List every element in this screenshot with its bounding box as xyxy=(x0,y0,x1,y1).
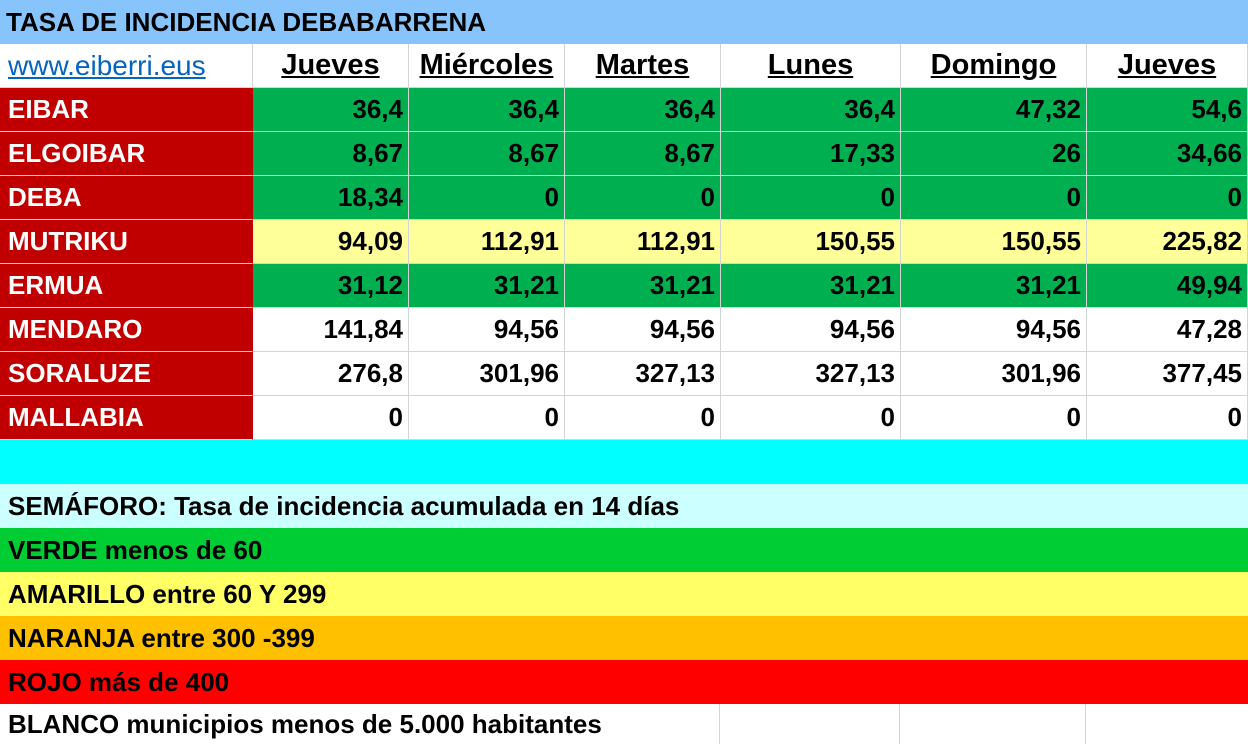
rate-cell: 8,67 xyxy=(409,132,565,176)
table-row: MALLABIA 0 0 0 0 0 0 xyxy=(0,396,1248,440)
legend-blanco-text: BLANCO municipios menos de 5.000 habitan… xyxy=(8,708,602,739)
rate-cell: 112,91 xyxy=(409,220,565,264)
municipality-name: EIBAR xyxy=(0,88,253,132)
table-row: ERMUA 31,12 31,21 31,21 31,21 31,21 49,9… xyxy=(0,264,1248,308)
rate-cell: 94,56 xyxy=(901,308,1087,352)
rate-cell: 8,67 xyxy=(253,132,409,176)
rate-cell: 31,21 xyxy=(901,264,1087,308)
table-row: SORALUZE 276,8 301,96 327,13 327,13 301,… xyxy=(0,352,1248,396)
legend-blanco-cell: BLANCO municipios menos de 5.000 habitan… xyxy=(0,704,720,744)
municipality-name: ERMUA xyxy=(0,264,253,308)
municipality-name: DEBA xyxy=(0,176,253,220)
table-row: EIBAR 36,4 36,4 36,4 36,4 47,32 54,6 xyxy=(0,88,1248,132)
rate-cell: 94,56 xyxy=(565,308,721,352)
table-row: MUTRIKU 94,09 112,91 112,91 150,55 150,5… xyxy=(0,220,1248,264)
legend-verde: VERDE menos de 60 xyxy=(0,528,1248,572)
municipality-name: MALLABIA xyxy=(0,396,253,440)
municipality-name: MENDARO xyxy=(0,308,253,352)
table-row: ELGOIBAR 8,67 8,67 8,67 17,33 26 34,66 xyxy=(0,132,1248,176)
legend-amarillo-text: AMARILLO entre 60 Y 299 xyxy=(8,579,327,609)
empty-cell xyxy=(1086,704,1248,744)
legend-rojo-text: ROJO más de 400 xyxy=(8,667,230,697)
legend-rojo: ROJO más de 400 xyxy=(0,660,1248,704)
legend-amarillo: AMARILLO entre 60 Y 299 xyxy=(0,572,1248,616)
rate-cell: 0 xyxy=(1087,396,1248,440)
day-header: Jueves xyxy=(1087,44,1248,88)
rate-cell: 31,21 xyxy=(409,264,565,308)
separator-row xyxy=(0,440,1248,484)
rate-cell: 94,56 xyxy=(409,308,565,352)
rate-cell: 0 xyxy=(901,176,1087,220)
rate-cell: 112,91 xyxy=(565,220,721,264)
rate-cell: 47,28 xyxy=(1087,308,1248,352)
rate-cell: 26 xyxy=(901,132,1087,176)
rate-cell: 36,4 xyxy=(721,88,901,132)
rate-cell: 0 xyxy=(1087,176,1248,220)
sheet-title: TASA DE INCIDENCIA DEBABARRENA xyxy=(6,7,487,37)
rate-cell: 17,33 xyxy=(721,132,901,176)
rate-cell: 36,4 xyxy=(409,88,565,132)
rate-cell: 377,45 xyxy=(1087,352,1248,396)
rate-cell: 0 xyxy=(901,396,1087,440)
rate-cell: 301,96 xyxy=(901,352,1087,396)
table-row: DEBA 18,34 0 0 0 0 0 xyxy=(0,176,1248,220)
rate-cell: 276,8 xyxy=(253,352,409,396)
rate-cell: 94,09 xyxy=(253,220,409,264)
rate-cell: 0 xyxy=(253,396,409,440)
rate-cell: 225,82 xyxy=(1087,220,1248,264)
legend-naranja: NARANJA entre 300 -399 xyxy=(0,616,1248,660)
rate-cell: 327,13 xyxy=(565,352,721,396)
rate-cell: 0 xyxy=(565,176,721,220)
rate-cell: 0 xyxy=(565,396,721,440)
rate-cell: 54,6 xyxy=(1087,88,1248,132)
table-row: MENDARO 141,84 94,56 94,56 94,56 94,56 4… xyxy=(0,308,1248,352)
rate-cell: 8,67 xyxy=(565,132,721,176)
rate-cell: 327,13 xyxy=(721,352,901,396)
rate-cell: 31,21 xyxy=(565,264,721,308)
rate-cell: 34,66 xyxy=(1087,132,1248,176)
rate-cell: 141,84 xyxy=(253,308,409,352)
rate-cell: 0 xyxy=(409,176,565,220)
rate-cell: 94,56 xyxy=(721,308,901,352)
day-header: Miércoles xyxy=(409,44,565,88)
rate-cell: 36,4 xyxy=(253,88,409,132)
rate-cell: 47,32 xyxy=(901,88,1087,132)
day-header: Lunes xyxy=(721,44,901,88)
title-row: TASA DE INCIDENCIA DEBABARRENA xyxy=(0,0,1248,44)
eiberri-link[interactable]: www.eiberri.eus xyxy=(8,49,206,81)
municipality-name: ELGOIBAR xyxy=(0,132,253,176)
legend-blanco: BLANCO municipios menos de 5.000 habitan… xyxy=(0,704,1248,744)
rate-cell: 150,55 xyxy=(901,220,1087,264)
rate-cell: 0 xyxy=(409,396,565,440)
legend-naranja-text: NARANJA entre 300 -399 xyxy=(8,623,315,653)
rate-cell: 0 xyxy=(721,176,901,220)
rate-cell: 150,55 xyxy=(721,220,901,264)
header-row: www.eiberri.eus Jueves Miércoles Martes … xyxy=(0,44,1248,88)
day-header: Martes xyxy=(565,44,721,88)
municipality-name: MUTRIKU xyxy=(0,220,253,264)
legend-verde-text: VERDE menos de 60 xyxy=(8,535,263,565)
rate-cell: 36,4 xyxy=(565,88,721,132)
municipality-name: SORALUZE xyxy=(0,352,253,396)
day-header: Domingo xyxy=(901,44,1087,88)
rate-cell: 31,21 xyxy=(721,264,901,308)
rate-cell: 0 xyxy=(721,396,901,440)
legend-semaforo-text: SEMÁFORO: Tasa de incidencia acumulada e… xyxy=(8,491,680,521)
legend-semaforo: SEMÁFORO: Tasa de incidencia acumulada e… xyxy=(0,484,1248,528)
link-cell: www.eiberri.eus xyxy=(0,44,253,88)
empty-cell xyxy=(900,704,1086,744)
rate-cell: 301,96 xyxy=(409,352,565,396)
empty-cell xyxy=(720,704,900,744)
rate-cell: 49,94 xyxy=(1087,264,1248,308)
rate-cell: 18,34 xyxy=(253,176,409,220)
rate-cell: 31,12 xyxy=(253,264,409,308)
day-header: Jueves xyxy=(253,44,409,88)
